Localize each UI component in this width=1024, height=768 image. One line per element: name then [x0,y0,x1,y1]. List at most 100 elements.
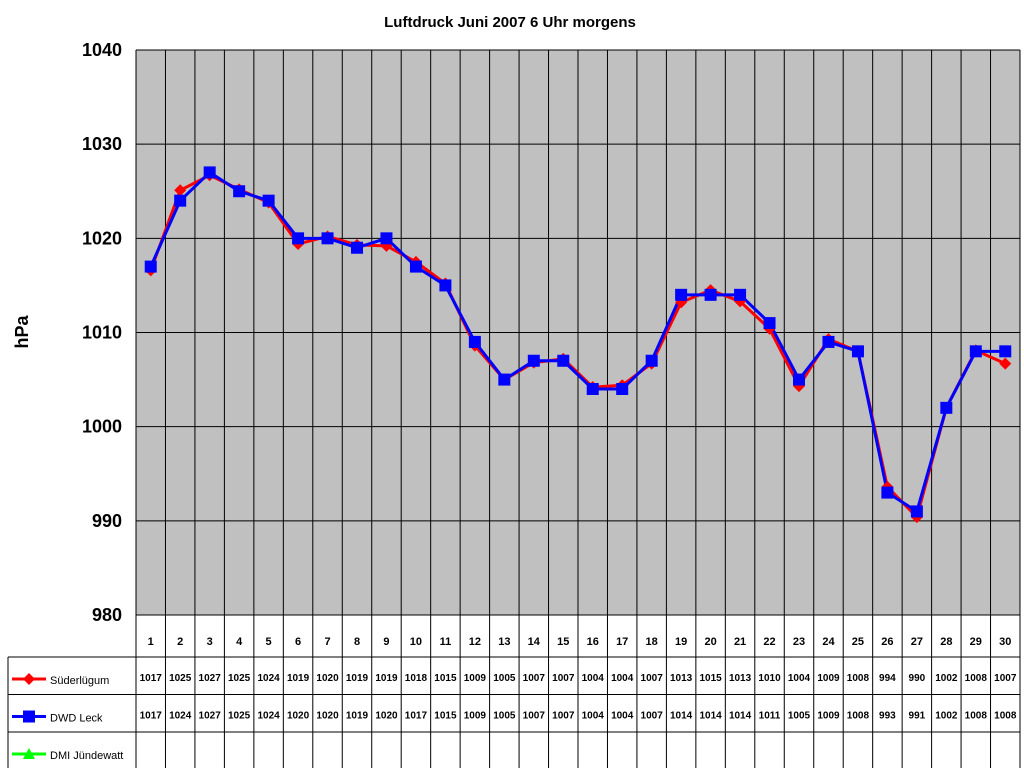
x-tick-label: 15 [557,636,569,648]
table-cell: 991 [909,711,926,722]
x-tick-label: 20 [704,636,716,648]
y-axis-ticks: 980 990 1000 1010 1020 1030 1040 [82,40,122,625]
data-point [851,345,864,358]
data-point [675,288,688,301]
legend-marker [23,673,35,685]
data-point [233,185,246,198]
data-point [292,232,305,245]
series-line [149,170,1006,513]
data-point [351,241,363,254]
table-cell: 1011 [759,711,781,722]
table-cell: 1007 [552,673,575,684]
data-point [557,354,570,367]
table-cell: 1014 [670,711,693,722]
table-cell: 1005 [493,711,516,722]
x-tick-label: 22 [763,636,775,648]
table-cell: 1024 [169,711,192,722]
x-tick-label: 16 [587,636,599,648]
data-point [527,354,540,367]
x-tick-label: 24 [822,636,835,648]
legend-label: DMI Jündewatt [50,750,123,762]
x-tick-label: 6 [295,636,301,648]
table-cell: 1027 [199,673,222,684]
x-tick-label: 5 [266,636,272,648]
data-point [793,373,805,386]
table-cell: 1017 [140,673,163,684]
table-cell: 1005 [788,711,811,722]
table-cell: 1008 [965,673,988,684]
data-point [409,260,422,273]
y-tick-label: 1000 [82,417,122,437]
data-point [645,354,658,367]
table-cell: 1008 [965,711,988,722]
x-tick-label: 10 [410,636,422,648]
x-tick-label: 19 [675,636,687,648]
table-cell: 1025 [169,673,192,684]
table-cell: 1017 [405,711,428,722]
table-cell: 1009 [817,673,840,684]
data-point [999,345,1012,358]
table-cell: 1025 [228,673,251,684]
table-cell: 1019 [287,673,310,684]
table-cell: 1027 [199,711,222,722]
data-point [822,335,835,348]
y-tick-label: 990 [92,511,122,531]
table-cell: 1008 [847,711,870,722]
y-tick-label: 1020 [82,228,122,248]
table-cell: 1007 [523,673,546,684]
table-cell: 1018 [405,673,428,684]
x-tick-label: 3 [207,636,213,648]
table-cell: 1013 [729,673,752,684]
series-layer [144,166,1012,524]
table-cell: 994 [879,673,896,684]
x-tick-label: 25 [852,636,864,648]
table-cell: 990 [909,673,926,684]
table-cell: 1015 [699,673,722,684]
x-tick-label: 2 [177,636,183,648]
table-cell: 1015 [434,673,457,684]
table-cell: 1020 [375,711,398,722]
grid-lines [135,49,1021,616]
x-tick-label: 1 [148,636,154,648]
x-tick-label: 14 [528,636,541,648]
data-point [174,194,187,207]
data-point [321,232,334,245]
x-tick-label: 9 [383,636,389,648]
y-tick-label: 1040 [82,40,122,60]
data-point [704,288,717,301]
table-cell: 1010 [758,673,781,684]
data-point [999,357,1012,370]
data-point [734,288,747,301]
table-cell: 1005 [493,673,516,684]
data-point [616,383,629,395]
table-cell: 1007 [523,711,546,722]
legend-label: Süderlügum [50,675,109,687]
x-tick-label: 7 [324,636,330,648]
table-cell: 1004 [611,673,634,684]
x-tick-label: 18 [646,636,658,648]
table-cell: 1004 [611,711,634,722]
x-tick-label: 17 [616,636,628,648]
data-point [144,260,157,273]
table-cell: 1020 [316,673,339,684]
x-tick-label: 26 [881,636,893,648]
table-cell: 1020 [316,711,339,722]
x-tick-label: 4 [236,636,243,648]
data-point [439,279,452,292]
data-point [174,184,187,197]
data-point [763,317,776,330]
data-point [586,383,599,395]
table-cell: 1019 [375,673,398,684]
x-tick-label: 27 [911,636,923,648]
data-point [881,486,894,499]
y-axis-label: hPa [12,315,32,349]
x-tick-label: 29 [970,636,982,648]
x-tick-label: 30 [999,636,1011,648]
table-cell: 1002 [935,711,958,722]
data-table: 1 2 3 4 5 6 7 8 9 10 11 12 13 14 15 16 17 18 19 20 21 22 23 24 2… [7,614,1021,768]
table-cell: 1004 [582,673,605,684]
table-cell: 1020 [287,711,310,722]
y-tick-label: 1030 [82,134,122,154]
table-cell: 1009 [464,711,487,722]
